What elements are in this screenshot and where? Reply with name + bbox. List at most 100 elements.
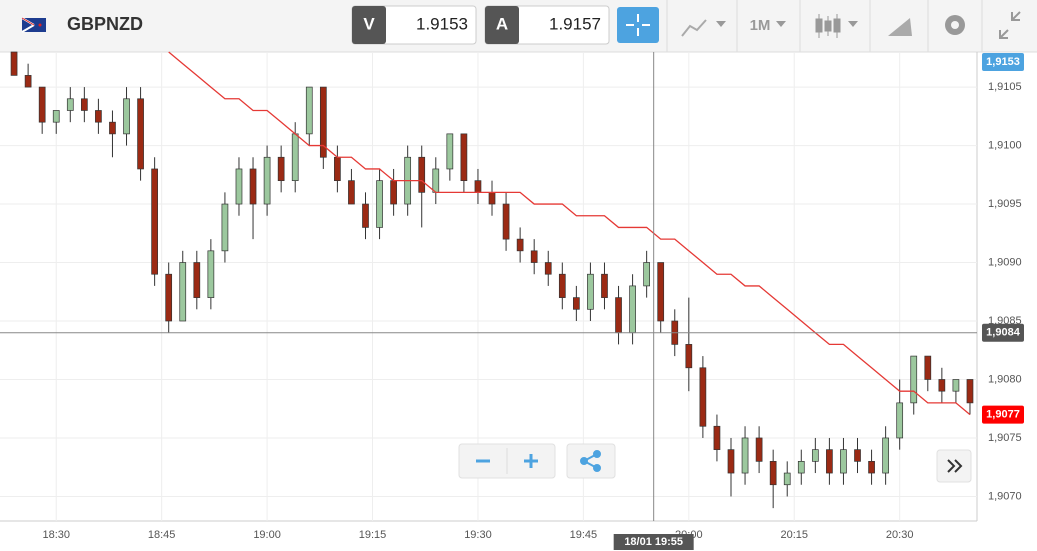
candle-body	[277, 156, 285, 182]
candle-body	[811, 449, 819, 462]
y-tick-label: 1,9080	[988, 373, 1022, 385]
candle-body	[882, 437, 889, 474]
y-tick-label: 1,9095	[988, 198, 1022, 210]
candle-body	[938, 379, 946, 392]
draw-button[interactable]	[888, 18, 912, 36]
candle-button[interactable]	[815, 14, 858, 38]
candle-body	[319, 86, 327, 158]
candle-body	[137, 98, 144, 170]
candle-body	[699, 367, 707, 427]
x-tick-label: 20:15	[780, 529, 808, 541]
buy-label: A	[496, 14, 508, 33]
settings-button[interactable]	[945, 15, 965, 35]
candle-body	[474, 180, 482, 193]
candle-body	[741, 437, 749, 474]
candle-body	[615, 297, 622, 334]
y-tick-label: 1,9075	[988, 432, 1022, 444]
zoom-in[interactable]	[524, 454, 538, 468]
candle-body	[643, 262, 650, 287]
candle-body	[966, 379, 974, 404]
sell-price: 1.9153	[416, 14, 468, 33]
candle-body	[755, 437, 763, 462]
candle-body	[924, 355, 932, 380]
candle-body	[797, 461, 805, 474]
candle-body	[685, 344, 693, 369]
candle-body	[713, 425, 721, 451]
x-tick-label: 20:30	[886, 529, 914, 541]
share-button[interactable]	[566, 443, 616, 479]
crosshair-button[interactable]	[617, 7, 659, 43]
candle-body	[305, 86, 313, 135]
candle-body	[432, 168, 440, 193]
top-price: 1,9153	[986, 56, 1020, 68]
candle-body	[165, 273, 173, 322]
candle-body	[362, 203, 369, 228]
x-tick-label: 19:00	[253, 529, 281, 541]
candle-body	[376, 180, 383, 228]
candle-body	[263, 156, 271, 205]
y-tick-label: 1,9070	[988, 490, 1022, 502]
candle-body	[952, 379, 960, 392]
last-price: 1,9077	[986, 408, 1020, 420]
chart-type-button[interactable]	[681, 19, 726, 37]
candle-body	[80, 98, 88, 111]
last-price-badge	[982, 405, 1024, 424]
candle-body	[629, 285, 636, 334]
y-tick-label: 1,9090	[988, 256, 1022, 268]
x-tick-label: 19:15	[359, 529, 387, 541]
candle-body	[573, 297, 580, 310]
candle-body	[52, 110, 60, 123]
candle-body	[868, 461, 875, 474]
moving-average	[168, 51, 971, 416]
candle-body	[151, 168, 158, 275]
crosshair-time-badge	[613, 534, 694, 550]
candle-body	[502, 203, 510, 240]
candle-body	[657, 262, 665, 322]
candle-body	[544, 262, 552, 275]
collapse-button[interactable]	[999, 11, 1021, 39]
buy-price: 1.9157	[549, 14, 601, 33]
candle-body	[207, 250, 215, 298]
candle-body	[516, 238, 524, 252]
timeframe[interactable]: 1M	[750, 17, 771, 34]
zoom-controls	[458, 443, 972, 483]
candle-body	[123, 98, 130, 135]
flag	[21, 17, 46, 33]
candle-body	[587, 273, 594, 310]
candle-body	[38, 86, 46, 123]
candle-body	[460, 133, 468, 182]
candle-body	[179, 262, 187, 322]
candle-body	[530, 250, 538, 263]
candle-body	[95, 110, 102, 123]
candle-body	[390, 180, 397, 205]
candle-body	[769, 461, 777, 486]
crosshair-price-badge	[982, 323, 1024, 342]
candle-body	[10, 51, 18, 76]
x-tick-label: 18:45	[148, 529, 176, 541]
candle-body	[348, 180, 355, 205]
candle-body	[727, 449, 735, 474]
y-tick-label: 1,9100	[988, 139, 1022, 151]
candle-body	[221, 203, 229, 252]
candle-body	[334, 156, 341, 182]
candle-body	[854, 449, 861, 462]
candle-body	[418, 156, 426, 193]
candle-body	[249, 168, 257, 205]
candle-body	[488, 191, 496, 205]
candle-body	[235, 168, 243, 205]
crosshair-price: 1,9084	[986, 327, 1021, 339]
candle-body	[291, 133, 299, 182]
candle-body	[446, 133, 454, 170]
symbol: GBPNZD	[67, 14, 143, 34]
candle-body	[109, 121, 116, 135]
y-tick-label: 1,9105	[988, 81, 1022, 93]
x-tick-label: 19:30	[464, 529, 492, 541]
x-tick-label: 19:45	[570, 529, 598, 541]
candle-body	[840, 449, 847, 474]
candle-body	[24, 75, 32, 88]
candle-body	[910, 355, 918, 404]
candle-body	[66, 98, 74, 111]
candle-body	[896, 402, 904, 439]
candle-body	[826, 449, 833, 474]
